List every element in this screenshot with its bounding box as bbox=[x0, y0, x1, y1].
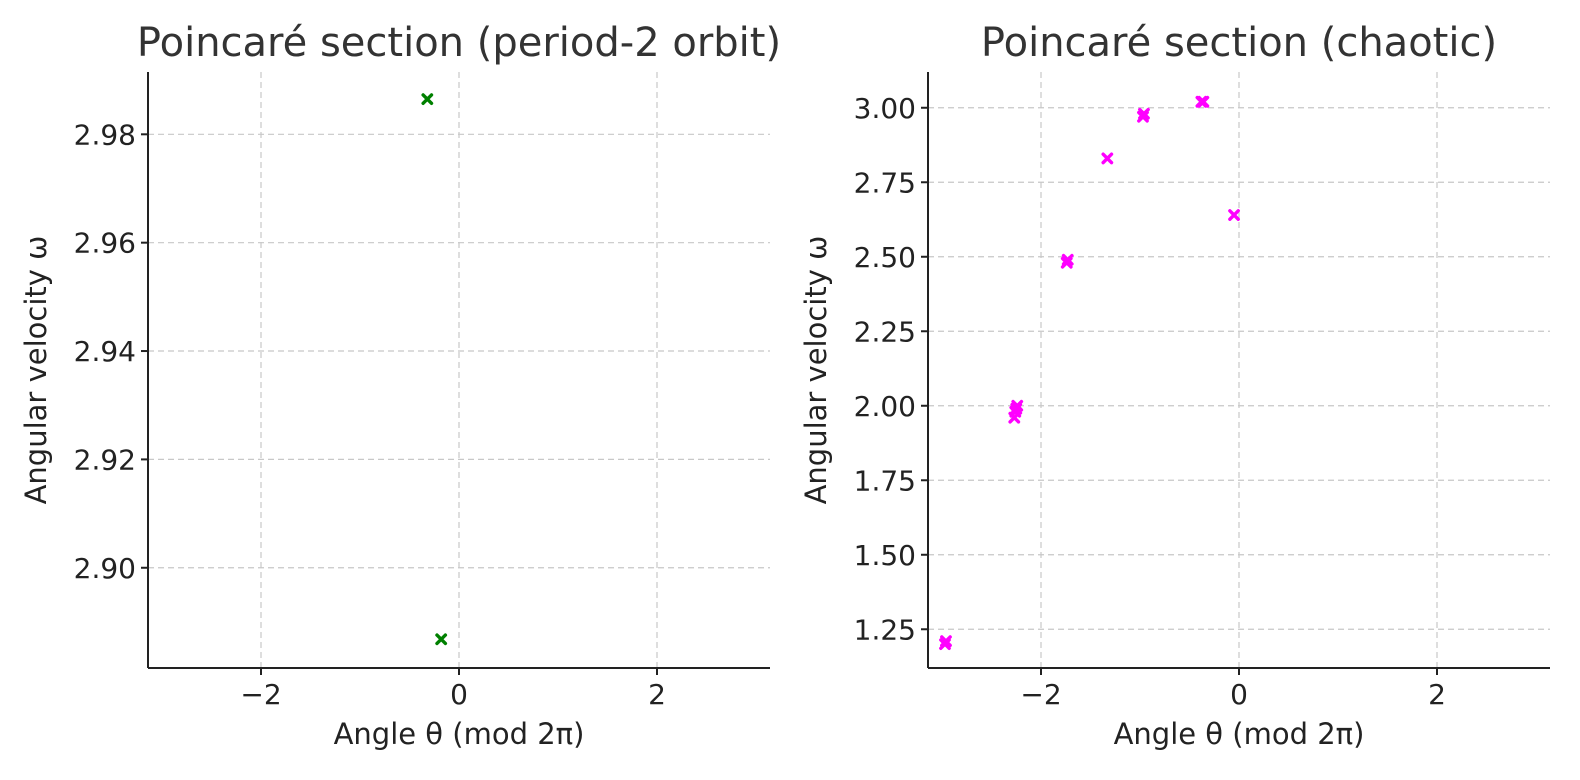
data-point bbox=[435, 633, 448, 646]
y-tick-label: 1.50 bbox=[854, 539, 916, 572]
y-tick-label: 3.00 bbox=[854, 92, 916, 125]
y-tick-label: 2.96 bbox=[74, 227, 136, 260]
chart-title: Poincaré section (period-2 orbit) bbox=[137, 20, 781, 66]
data-point bbox=[421, 93, 434, 105]
x-tick-label: 2 bbox=[1428, 678, 1446, 711]
data-point bbox=[1101, 152, 1114, 165]
y-tick-label: 2.92 bbox=[74, 443, 136, 476]
y-axis-label: Angular velocity ω bbox=[799, 236, 833, 505]
chart-period-2-orbit: −2 0 2 2.90 2.92 2.94 2.96 2.98 Poincaré section… bbox=[19, 20, 781, 751]
data-point bbox=[1197, 95, 1210, 108]
y-tick-label: 2.94 bbox=[74, 335, 136, 368]
y-tick-label: 2.90 bbox=[74, 552, 136, 585]
x-tick-label: 0 bbox=[450, 678, 468, 711]
y-tick-label: 2.50 bbox=[854, 241, 916, 274]
y-tick-label: 2.00 bbox=[854, 390, 916, 423]
data-point bbox=[1061, 253, 1074, 266]
y-tick-label: 2.98 bbox=[74, 118, 136, 151]
data-point bbox=[1138, 107, 1150, 120]
y-axis-label: Angular velocity ω bbox=[19, 236, 53, 505]
data-point bbox=[1011, 399, 1024, 412]
x-axis-label: Angle θ (mod 2π) bbox=[334, 717, 585, 751]
x-tick-label: −2 bbox=[1020, 678, 1061, 711]
chart-title: Poincaré section (chaotic) bbox=[981, 20, 1497, 66]
y-tick-label: 2.75 bbox=[854, 166, 916, 199]
x-axis-label: Angle θ (mod 2π) bbox=[1114, 717, 1365, 751]
data-point bbox=[940, 635, 952, 648]
x-tick-label: 2 bbox=[648, 678, 666, 711]
x-tick-label: −2 bbox=[240, 678, 281, 711]
chart-chaotic: −2 0 2 1.25 1.50 1.75 2.00 2.25 2.50 2.75 3.00 Poin… bbox=[799, 20, 1550, 751]
y-tick-label: 1.75 bbox=[854, 464, 916, 497]
data-point bbox=[1228, 209, 1240, 221]
y-tick-label: 2.25 bbox=[854, 315, 916, 348]
y-tick-label: 1.25 bbox=[854, 613, 916, 646]
x-tick-label: 0 bbox=[1230, 678, 1248, 711]
